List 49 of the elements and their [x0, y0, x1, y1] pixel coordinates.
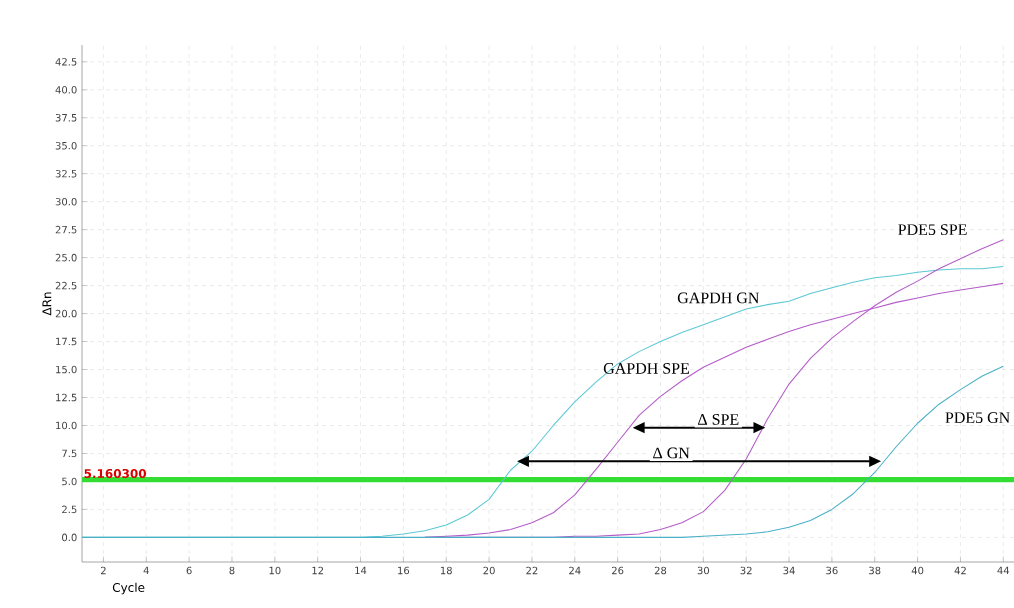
y-tick-label: 17.5 [56, 337, 77, 346]
y-tick-label: 30.0 [55, 197, 77, 206]
y-tick-label: 22.5 [55, 281, 77, 290]
x-axis-title: Cycle [112, 582, 145, 595]
y-tick-label: 27.5 [55, 225, 77, 234]
x-tick-label: 8 [229, 566, 235, 575]
y-tick-label: 20.0 [55, 309, 77, 318]
x-tick-label: 42 [954, 566, 966, 575]
y-tick-label: 37.5 [55, 113, 77, 122]
y-tick-label: 7.5 [62, 449, 77, 458]
x-tick-label: 36 [826, 566, 838, 575]
series-label: PDE5 SPE [898, 224, 967, 236]
x-tick-label: 4 [143, 566, 149, 574]
x-tick-label: 2 [100, 566, 106, 575]
x-tick-label: 30 [697, 566, 710, 575]
y-tick-label: 35.0 [55, 141, 77, 150]
x-tick-label: 16 [398, 566, 410, 575]
y-tick-label: 12.5 [56, 393, 77, 402]
x-tick-label: 44 [997, 566, 1010, 574]
x-tick-label: 12 [312, 566, 324, 575]
y-tick-label: 10.0 [56, 421, 77, 430]
series-label: GAPDH GN [677, 292, 760, 304]
ref-line-label: 5.160300 [84, 468, 147, 479]
x-tick-label: 38 [869, 566, 881, 575]
x-tick-label: 6 [186, 566, 192, 575]
y-tick-label: 15.0 [56, 365, 77, 374]
x-tick-label: 28 [654, 566, 667, 575]
y-tick-label: 5.0 [62, 477, 77, 486]
annotation: Δ GN [653, 447, 690, 459]
y-tick-label: 0.0 [62, 533, 77, 542]
y-tick-label: 2.5 [62, 505, 77, 514]
x-tick-label: 22 [526, 566, 538, 575]
y-tick-label: 25.0 [55, 253, 77, 262]
x-tick-label: 40 [911, 566, 924, 575]
series-label: GAPDH SPE [603, 363, 690, 374]
x-tick-label: 10 [269, 566, 281, 575]
x-tick-label: 14 [355, 566, 367, 574]
x-tick-label: 24 [569, 566, 581, 575]
x-tick-label: 20 [483, 566, 495, 575]
x-tick-label: 34 [783, 566, 795, 575]
y-tick-label: 40.0 [55, 85, 77, 94]
y-tick-label: 32.5 [55, 169, 77, 178]
series-label: PDE5 GN [945, 412, 1010, 424]
x-tick-label: 32 [740, 566, 752, 575]
y-tick-label: 42.5 [55, 58, 77, 66]
annotation: Δ SPE [698, 414, 739, 425]
y-axis-title: ΔRn [42, 292, 52, 316]
x-tick-label: 26 [612, 566, 624, 575]
x-tick-label: 18 [440, 566, 452, 575]
